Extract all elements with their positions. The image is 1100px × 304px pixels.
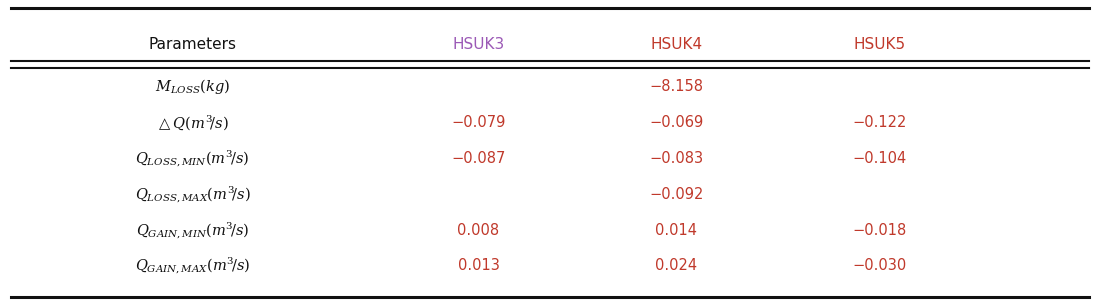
Text: $Q_{LOSS,MIN}(m^3\!/s)$: $Q_{LOSS,MIN}(m^3\!/s)$ [135,148,250,169]
Text: $Q_{LOSS,MAX}(m^3\!/s)$: $Q_{LOSS,MAX}(m^3\!/s)$ [134,184,251,205]
Text: HSUK5: HSUK5 [854,36,906,52]
Text: −8.158: −8.158 [649,79,704,94]
Text: −0.122: −0.122 [852,115,907,130]
Text: −0.092: −0.092 [649,187,704,202]
Text: HSUK4: HSUK4 [650,36,703,52]
Text: Parameters: Parameters [148,36,236,52]
Text: −0.079: −0.079 [451,115,506,130]
Text: 0.014: 0.014 [656,223,697,238]
Text: −0.069: −0.069 [649,115,704,130]
Text: 0.013: 0.013 [458,258,499,274]
Text: 0.008: 0.008 [458,223,499,238]
Text: −0.083: −0.083 [649,151,704,166]
Text: −0.030: −0.030 [852,258,907,274]
Text: $Q_{GAIN,MAX}(m^3\!/s)$: $Q_{GAIN,MAX}(m^3\!/s)$ [135,256,250,276]
Text: −0.087: −0.087 [451,151,506,166]
Text: $\triangle Q(m^3\!/s)$: $\triangle Q(m^3\!/s)$ [156,113,229,132]
Text: HSUK3: HSUK3 [452,36,505,52]
Text: 0.024: 0.024 [656,258,697,274]
Text: −0.018: −0.018 [852,223,907,238]
Text: $M_{LOSS}(kg)$: $M_{LOSS}(kg)$ [155,77,230,96]
Text: −0.104: −0.104 [852,151,907,166]
Text: $Q_{GAIN,MIN}(m^3\!/s)$: $Q_{GAIN,MIN}(m^3\!/s)$ [135,220,250,240]
